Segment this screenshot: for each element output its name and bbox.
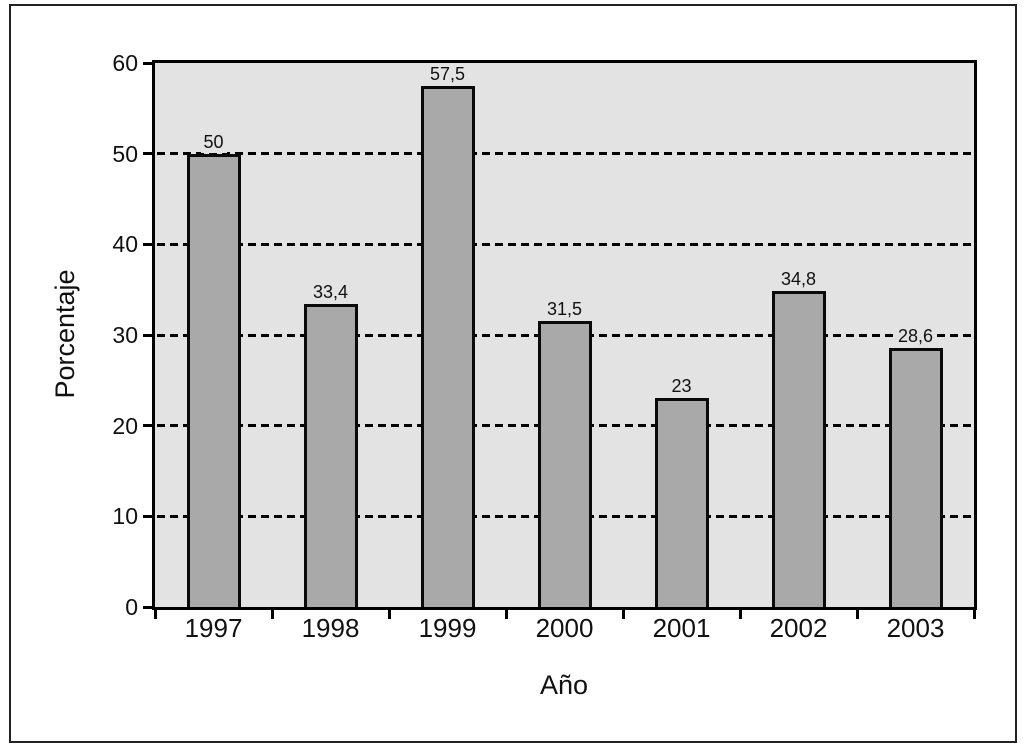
y-axis-title: Porcentaje <box>50 269 80 399</box>
bar-1997 <box>186 153 241 607</box>
x-tick-label-2003: 2003 <box>886 613 945 643</box>
x-tick-5 <box>738 607 742 619</box>
bar-value-label-2000: 31,5 <box>543 298 586 321</box>
x-tick-7 <box>972 607 976 619</box>
y-tick-label-60: 60 <box>112 50 138 76</box>
bar-value-label-1998: 33,4 <box>309 281 352 304</box>
x-tick-4 <box>621 607 625 619</box>
x-tick-2 <box>387 607 391 619</box>
bar-2003 <box>888 347 943 607</box>
bar-2000 <box>537 321 592 607</box>
y-tick-10 <box>143 514 155 518</box>
y-tick-20 <box>143 424 155 428</box>
y-tick-label-0: 0 <box>125 594 138 620</box>
bar-value-label-2001: 23 <box>668 375 695 398</box>
y-tick-label-50: 50 <box>112 140 138 167</box>
gridline-40 <box>157 242 972 246</box>
bar-2002 <box>771 291 826 607</box>
y-tick-label-30: 30 <box>112 322 138 348</box>
x-tick-label-2001: 2001 <box>652 613 711 643</box>
y-tick-label-40: 40 <box>112 231 138 258</box>
bar-value-label-1997: 50 <box>200 130 227 153</box>
y-tick-60 <box>143 61 155 65</box>
bar-value-label-2003: 28,6 <box>894 324 937 347</box>
y-tick-40 <box>143 242 155 246</box>
y-tick-30 <box>143 333 155 337</box>
y-tick-label-10: 10 <box>112 503 138 530</box>
bar-1999 <box>420 85 475 607</box>
gridline-50 <box>157 152 972 156</box>
bar-1998 <box>303 304 358 607</box>
bar-value-label-2002: 34,8 <box>777 268 820 291</box>
y-tick-50 <box>143 152 155 156</box>
x-tick-label-1999: 1999 <box>418 613 477 643</box>
y-tick-label-20: 20 <box>112 412 138 439</box>
x-axis-title: Año <box>539 670 589 700</box>
x-tick-label-1997: 1997 <box>184 613 243 643</box>
x-tick-6 <box>855 607 859 619</box>
y-tick-0 <box>143 605 155 609</box>
x-tick-3 <box>504 607 508 619</box>
x-tick-label-2002: 2002 <box>769 613 828 643</box>
bar-2001 <box>654 398 709 607</box>
x-tick-0 <box>153 607 157 619</box>
x-tick-label-2000: 2000 <box>535 613 594 643</box>
x-tick-label-1998: 1998 <box>301 613 360 643</box>
x-tick-1 <box>270 607 274 619</box>
bar-value-label-1999: 57,5 <box>426 62 469 85</box>
